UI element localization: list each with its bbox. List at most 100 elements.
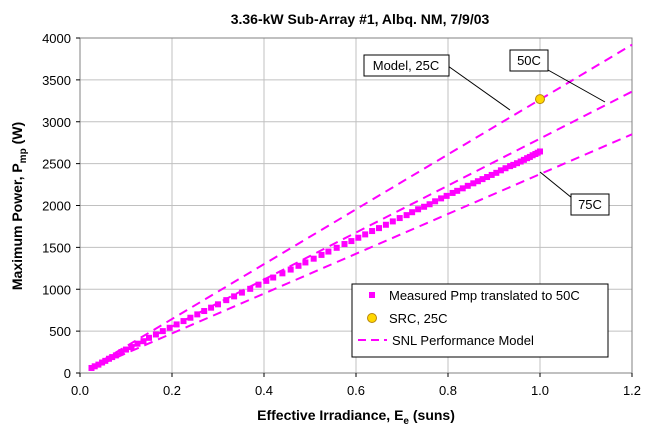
measured-point xyxy=(134,340,141,347)
measured-point xyxy=(443,192,450,199)
measured-point xyxy=(255,281,262,288)
measured-point xyxy=(279,270,286,277)
measured-point xyxy=(514,160,520,167)
callout-box-50c xyxy=(509,49,549,72)
measured-point xyxy=(449,189,456,196)
y-tick-label: 2500 xyxy=(42,157,71,172)
measured-point xyxy=(369,228,376,235)
y-axis-title-sub: mp xyxy=(18,148,29,163)
callout-box-model-25c xyxy=(363,54,450,77)
measured-point xyxy=(238,289,245,296)
measured-point xyxy=(140,338,147,345)
legend: Measured Pmp translated to 50C SRC, 25C … xyxy=(351,283,609,358)
chart-title: 3.36-kW Sub-Array #1, Albq. NM, 7/9/03 xyxy=(231,11,490,27)
measured-point xyxy=(95,361,102,368)
legend-marker-measured xyxy=(369,292,375,298)
callout-leader-model-25c xyxy=(447,65,511,111)
legend-box xyxy=(351,283,609,358)
callout-leader-75c xyxy=(539,171,573,199)
measured-point xyxy=(520,156,527,163)
y-tick-label: 3500 xyxy=(42,73,71,88)
measured-point xyxy=(517,158,524,165)
measured-point xyxy=(105,355,112,362)
callouts: Model, 25C 50C 75C xyxy=(363,49,610,216)
x-tick-label: 0.4 xyxy=(255,383,273,398)
measured-point xyxy=(88,364,95,371)
measured-point xyxy=(187,314,194,321)
model-line-50c xyxy=(88,90,633,370)
measured-point xyxy=(348,238,355,245)
measured-point xyxy=(470,180,477,187)
measured-point xyxy=(263,277,270,284)
measured-point xyxy=(454,187,461,194)
x-tick-label: 0.8 xyxy=(439,383,457,398)
measured-point xyxy=(341,241,348,248)
measured-point xyxy=(223,297,230,304)
measured-point xyxy=(173,321,180,328)
measured-point xyxy=(310,255,317,262)
y-tick-label: 0 xyxy=(64,366,71,381)
measured-point xyxy=(302,259,309,266)
y-axis-title-suffix: (W) xyxy=(9,122,25,148)
measured-point xyxy=(497,167,504,174)
measured-point xyxy=(409,209,416,216)
src-point xyxy=(535,94,545,105)
measured-point xyxy=(91,363,98,370)
measured-point xyxy=(102,357,109,364)
measured-point xyxy=(537,148,543,155)
measured-point xyxy=(112,352,119,359)
measured-point xyxy=(231,293,238,300)
measured-point xyxy=(479,176,486,183)
measured-point xyxy=(247,285,254,292)
measured-point xyxy=(432,198,439,205)
measured-point xyxy=(459,185,466,192)
y-tick-label: 1500 xyxy=(42,240,71,255)
measured-point xyxy=(99,359,106,366)
measured-point xyxy=(510,161,517,168)
callout-box-75c xyxy=(570,193,610,216)
measured-point xyxy=(389,218,396,225)
y-axis-title-main: Maximum Power, P xyxy=(9,163,25,290)
callout-leader-50c xyxy=(547,69,606,103)
legend-label-src: SRC, 25C xyxy=(389,311,448,326)
src-series xyxy=(535,94,545,105)
legend-label-measured: Measured Pmp translated to 50C xyxy=(389,288,580,303)
measured-point xyxy=(362,231,369,238)
measured-series xyxy=(88,148,543,371)
measured-point xyxy=(376,225,382,232)
measured-point xyxy=(438,195,445,202)
y-axis: 0 500 1000 1500 2000 2500 3000 3500 4000 xyxy=(42,31,80,381)
y-tick-label: 1000 xyxy=(42,282,71,297)
measured-point xyxy=(488,171,495,178)
callout-label-50c: 50C xyxy=(517,53,541,68)
measured-point xyxy=(194,311,201,318)
measured-point xyxy=(426,201,433,208)
x-axis-title-suffix: (suns) xyxy=(409,407,455,423)
measured-point xyxy=(325,248,332,255)
measured-point xyxy=(502,165,509,172)
measured-point xyxy=(215,301,221,308)
x-tick-label: 0.6 xyxy=(347,383,365,398)
measured-point xyxy=(355,234,362,241)
measured-point xyxy=(333,244,340,251)
y-tick-label: 4000 xyxy=(42,31,71,46)
measured-point xyxy=(118,349,125,356)
measured-point xyxy=(208,304,215,311)
measured-point xyxy=(396,215,403,222)
measured-point xyxy=(474,178,481,185)
x-tick-label: 1.0 xyxy=(531,383,549,398)
y-tick-label: 500 xyxy=(49,324,71,339)
measured-point xyxy=(270,274,277,281)
measured-point xyxy=(507,163,514,170)
measured-point xyxy=(180,318,187,325)
x-axis: 0.0 0.2 0.4 0.6 0.8 1.0 1.2 xyxy=(71,373,641,398)
measured-point xyxy=(152,331,159,338)
measured-point xyxy=(484,174,491,181)
legend-marker-src xyxy=(367,313,377,323)
measured-point xyxy=(318,251,325,258)
measured-point xyxy=(109,354,116,361)
callout-label-75c: 75C xyxy=(578,197,602,212)
x-tick-label: 0.2 xyxy=(163,383,181,398)
